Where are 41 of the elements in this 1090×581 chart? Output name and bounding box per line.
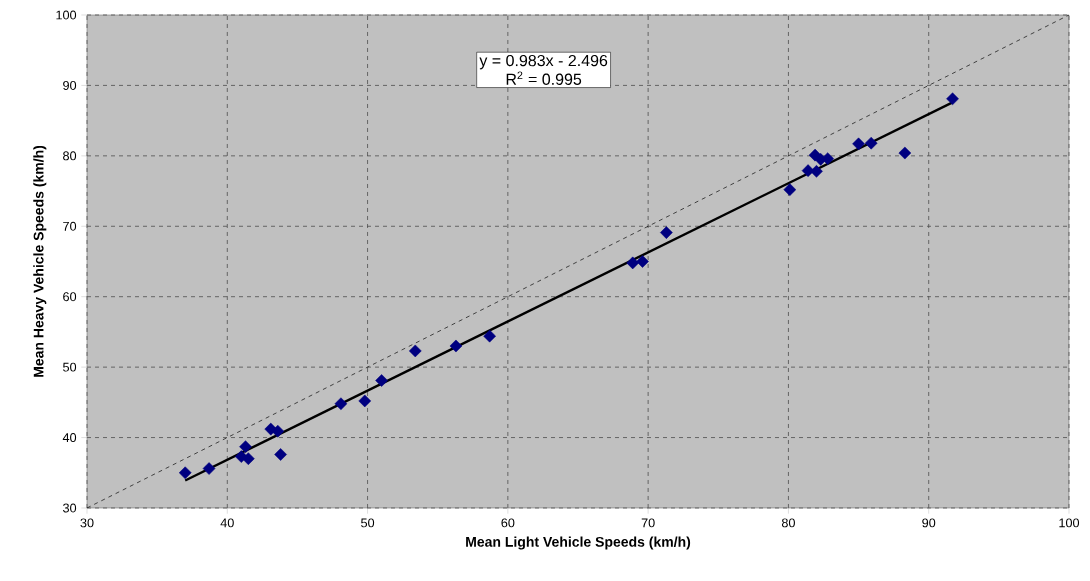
y-tick-label: 50	[63, 362, 77, 372]
point	[626, 256, 640, 270]
x-tick-label: 40	[220, 518, 234, 528]
x-tick-label: 100	[1059, 518, 1080, 528]
point	[408, 344, 422, 358]
point	[660, 226, 673, 239]
y-tick-label: 90	[63, 80, 77, 90]
point	[358, 394, 372, 408]
x-tick-label: 80	[781, 518, 795, 528]
y-tick-label: 30	[63, 503, 77, 513]
point	[864, 136, 878, 150]
point	[852, 137, 865, 151]
x-tick-label: 50	[361, 518, 375, 528]
point	[821, 152, 835, 165]
point	[334, 397, 348, 411]
annotation: y = 0.983x - 2.496	[479, 54, 608, 70]
y-tick-label: 80	[63, 151, 77, 161]
point	[375, 374, 388, 387]
x-tick-label: 30	[80, 518, 94, 528]
point	[239, 440, 252, 454]
point	[274, 448, 287, 461]
y-tick-label: 60	[63, 292, 77, 302]
annotation: R$^{2}$ = 0.995	[506, 71, 582, 85]
point	[783, 183, 797, 196]
x-tick-label: 60	[501, 518, 515, 528]
point	[242, 452, 255, 465]
point	[271, 424, 285, 438]
y-tick-label: 40	[62, 433, 77, 443]
point	[202, 462, 216, 475]
y-axis-title: Mean Heavy Vehicle Speeds (km/h)	[33, 145, 47, 377]
point	[178, 466, 192, 480]
x-tick-label: 90	[922, 518, 936, 528]
point	[483, 329, 496, 343]
x-axis-title: Mean Light Vehicle Speeds (km/h)	[466, 536, 691, 550]
point	[636, 255, 649, 268]
y-tick-label: 70	[63, 221, 77, 231]
x-tick-label: 70	[641, 518, 655, 528]
point	[946, 92, 959, 106]
point	[449, 339, 463, 353]
point	[898, 146, 912, 160]
y-tick-label: 100	[56, 10, 77, 20]
